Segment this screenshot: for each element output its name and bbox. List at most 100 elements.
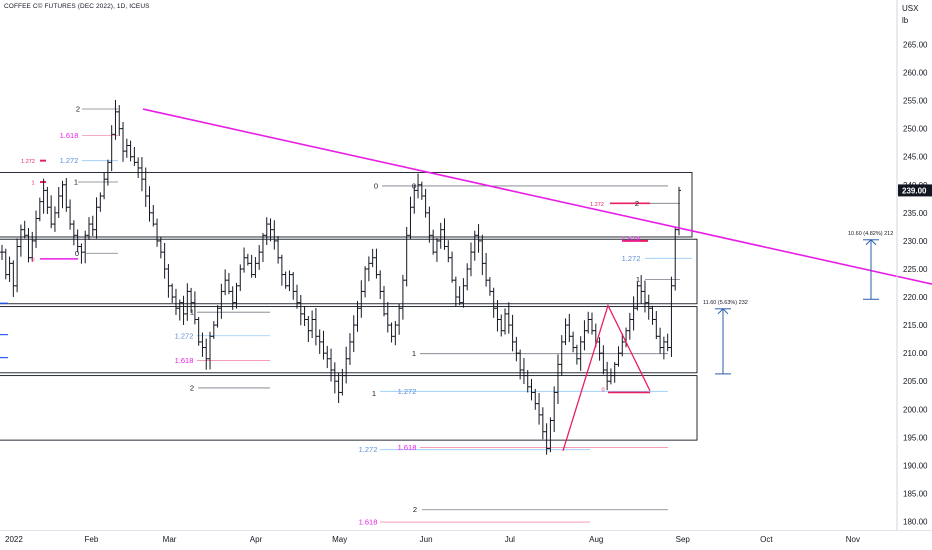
price-bar — [83, 230, 88, 264]
range-boxes — [0, 171, 698, 441]
price-bar — [468, 242, 473, 277]
price-bar — [457, 286, 462, 306]
y-tick-label: 215.00 — [903, 321, 928, 330]
price-bar — [654, 311, 659, 340]
price-bar — [427, 206, 432, 243]
price-bar — [578, 336, 583, 371]
price-bar — [166, 264, 171, 298]
price-bar — [332, 362, 337, 394]
price-bar — [147, 186, 152, 222]
price-bar — [310, 310, 315, 338]
price-bar — [0, 244, 4, 261]
price-bar — [344, 346, 349, 384]
price-bar — [658, 327, 663, 354]
price-bar — [347, 333, 352, 365]
price-bar — [268, 218, 273, 242]
magenta-trendline[interactable] — [142, 108, 932, 285]
unit-label-top: USX — [902, 4, 919, 13]
price-bar — [298, 294, 303, 326]
price-bar — [495, 300, 500, 332]
fib-label: 1.618 — [175, 356, 194, 365]
price-bar — [18, 224, 23, 257]
price-bar — [363, 266, 368, 298]
price-bar — [276, 235, 281, 264]
price-bar — [567, 313, 572, 343]
price-bar — [37, 197, 42, 222]
price-bar — [313, 308, 318, 346]
price-bar — [385, 301, 390, 333]
price-bar — [627, 312, 632, 340]
x-tick-label: Nov — [846, 535, 860, 544]
fib-label: 1.618 — [398, 443, 417, 452]
price-bar — [491, 287, 496, 318]
price-bar — [177, 299, 182, 321]
x-tick-label: Oct — [760, 535, 773, 544]
price-bar — [393, 320, 398, 346]
price-bar — [30, 231, 35, 262]
price-bars — [0, 99, 681, 455]
fib-label: 0 — [412, 181, 416, 190]
price-bar — [378, 270, 383, 299]
range-box-bottom — [0, 375, 698, 441]
fib-label: 1.272 — [21, 159, 35, 165]
fib-labels: 2 1.618 1.272 1.272 1 1 0 0 0 0 1.272 2 1.618 1.272 1 1… — [21, 105, 640, 527]
price-bar — [143, 167, 148, 207]
price-bar — [499, 314, 504, 337]
price-bar — [518, 349, 523, 380]
price-bar — [170, 283, 175, 303]
price-bar — [639, 275, 644, 304]
measure-label: 10.60 (4.82%) 212 — [848, 231, 893, 237]
triangle-pattern[interactable] — [562, 303, 651, 451]
price-bar — [529, 378, 534, 401]
price-bar — [249, 254, 254, 278]
price-bar — [533, 388, 538, 410]
price-bar — [408, 196, 413, 240]
price-bar — [612, 362, 617, 383]
price-bar — [450, 251, 455, 283]
y-tick-label: 260.00 — [903, 69, 928, 78]
fib-label: 1.272 — [60, 156, 79, 165]
price-bar — [431, 229, 436, 255]
price-bar — [192, 291, 197, 325]
unit-label-bottom: lb — [902, 16, 909, 25]
price-bar — [56, 186, 61, 218]
drawings: 10.60 (4.82%) 212 11.60 (5.63%) 232 — [142, 108, 932, 451]
y-tick-label: 255.00 — [903, 97, 928, 106]
price-bar — [295, 284, 300, 309]
y-tick-label: 265.00 — [903, 41, 928, 50]
price-bar — [11, 260, 16, 297]
x-tick-label: Aug — [589, 535, 603, 544]
price-bar — [582, 320, 587, 351]
price-bar — [321, 330, 326, 360]
price-bar — [15, 238, 20, 293]
fib-label: 0 — [374, 181, 378, 190]
price-bar — [438, 222, 443, 249]
y-tick-label: 245.00 — [903, 153, 928, 162]
price-bar — [351, 315, 356, 353]
price-bar — [200, 332, 205, 357]
price-bar — [238, 264, 243, 292]
price-bar — [215, 305, 220, 328]
price-bar — [514, 336, 519, 362]
measure-arrow-right[interactable]: 10.60 (4.82%) 212 — [848, 231, 893, 300]
fib-label: 1.272 — [359, 445, 378, 454]
y-tick-label: 230.00 — [903, 237, 928, 246]
price-bar — [453, 276, 458, 307]
fib-label: 1.618 — [622, 235, 641, 244]
fib-label: 1 — [412, 349, 416, 358]
fib-levels — [40, 108, 692, 523]
price-bar — [521, 358, 526, 384]
price-bar — [416, 173, 421, 199]
price-bar — [257, 245, 262, 270]
price-bar — [94, 197, 99, 239]
x-tick-label: 2022 — [5, 535, 23, 544]
price-bar — [665, 333, 670, 352]
fib-label: 2 — [190, 383, 194, 392]
x-tick-label: Apr — [250, 535, 263, 544]
price-bar — [506, 302, 511, 334]
price-bar — [45, 186, 50, 214]
price-bar — [370, 248, 375, 268]
price-bar — [162, 242, 167, 279]
measure-arrow-left[interactable]: 11.60 (5.63%) 232 — [703, 300, 748, 375]
